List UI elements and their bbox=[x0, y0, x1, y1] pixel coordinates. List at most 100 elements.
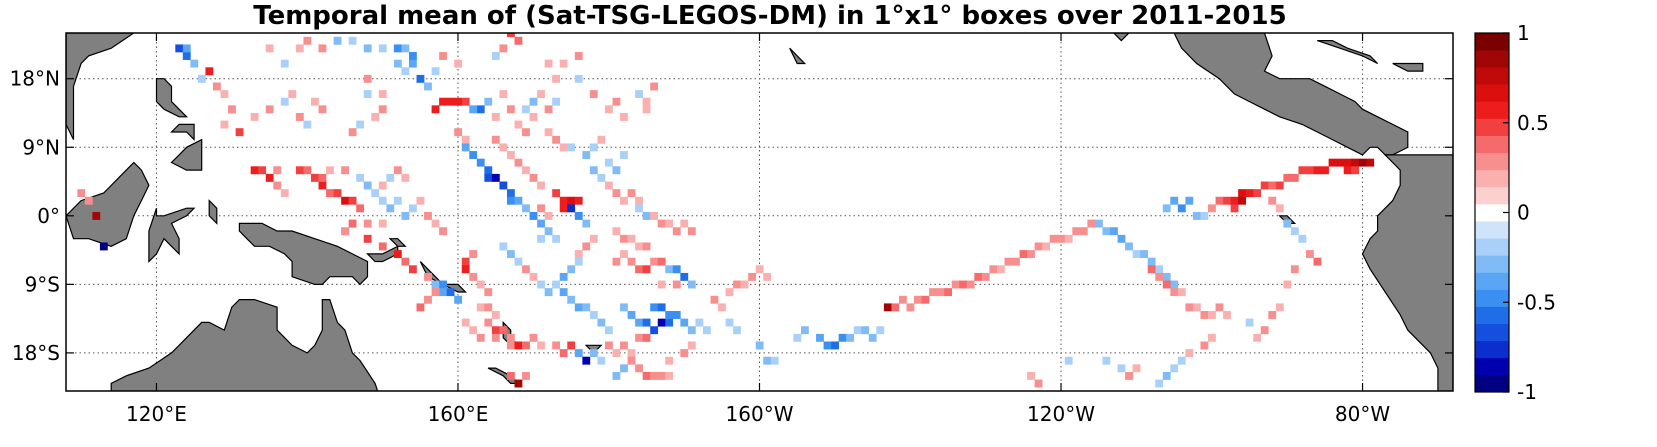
data-box-408 bbox=[499, 44, 508, 53]
data-box-270 bbox=[687, 341, 696, 350]
data-box-108 bbox=[680, 219, 689, 228]
data-box-220 bbox=[491, 333, 500, 342]
data-box-199 bbox=[627, 257, 636, 266]
data-box-178 bbox=[514, 257, 523, 266]
data-box-127 bbox=[356, 173, 365, 182]
data-box-18 bbox=[288, 90, 297, 99]
data-box-427 bbox=[552, 74, 561, 83]
data-box-39 bbox=[363, 74, 372, 83]
data-box-170 bbox=[469, 272, 478, 281]
data-box-231 bbox=[552, 341, 561, 350]
data-box-416 bbox=[552, 135, 561, 144]
data-box-335 bbox=[1170, 280, 1179, 289]
data-box-168 bbox=[461, 257, 470, 266]
colorbar-bin-14 bbox=[1475, 135, 1509, 154]
data-box-215 bbox=[537, 234, 545, 243]
data-box-119 bbox=[318, 173, 327, 182]
data-box-403 bbox=[1102, 356, 1111, 365]
data-box-187 bbox=[574, 250, 583, 259]
data-box-54 bbox=[491, 112, 500, 121]
data-box-129 bbox=[371, 189, 380, 198]
data-box-176 bbox=[499, 242, 508, 251]
data-box-17 bbox=[280, 97, 289, 106]
data-box-8 bbox=[197, 74, 206, 83]
data-box-147 bbox=[431, 219, 440, 228]
data-box-332 bbox=[1147, 257, 1156, 266]
data-box-329 bbox=[1125, 242, 1133, 251]
colorbar-tick-label-0: 1 bbox=[1517, 21, 1530, 45]
data-box-75 bbox=[506, 196, 515, 205]
data-box-26 bbox=[333, 36, 342, 45]
data-box-218 bbox=[484, 318, 493, 327]
data-box-197 bbox=[612, 257, 621, 266]
data-box-360 bbox=[1245, 189, 1254, 198]
data-box-163 bbox=[454, 295, 463, 304]
data-box-405 bbox=[1027, 371, 1035, 380]
y-tick-label-1: 9°N bbox=[22, 135, 60, 159]
data-box-420 bbox=[589, 143, 598, 152]
chart-title: Temporal mean of (Sat-TSG-LEGOS-DM) in 1… bbox=[253, 1, 1287, 31]
data-box-165 bbox=[424, 295, 432, 304]
data-box-203 bbox=[657, 257, 666, 266]
data-box-290 bbox=[846, 333, 855, 342]
data-box-63 bbox=[544, 105, 553, 114]
data-box-344 bbox=[1208, 311, 1216, 319]
data-box-239 bbox=[612, 349, 621, 358]
data-box-251 bbox=[650, 326, 659, 335]
colorbar-bin-12 bbox=[1475, 169, 1509, 188]
data-box-60 bbox=[529, 112, 538, 121]
data-box-19 bbox=[295, 112, 304, 121]
data-box-321 bbox=[1064, 234, 1073, 243]
y-tick-label-4: 18°S bbox=[12, 341, 60, 365]
data-box-433 bbox=[650, 82, 659, 91]
data-box-243 bbox=[642, 333, 651, 342]
colorbar-bin-2 bbox=[1475, 340, 1509, 359]
data-box-414 bbox=[265, 44, 274, 53]
data-box-301 bbox=[914, 295, 922, 304]
data-box-69 bbox=[476, 158, 485, 167]
data-box-389 bbox=[1253, 333, 1262, 342]
data-box-376 bbox=[1366, 158, 1375, 167]
data-box-133 bbox=[401, 173, 410, 182]
data-box-383 bbox=[1298, 234, 1307, 243]
data-box-177 bbox=[506, 250, 515, 259]
data-box-225 bbox=[522, 341, 530, 350]
data-box-311 bbox=[989, 265, 998, 274]
data-box-361 bbox=[1253, 189, 1262, 198]
data-box-65 bbox=[454, 128, 463, 137]
data-box-307 bbox=[959, 280, 968, 289]
data-box-66 bbox=[461, 135, 470, 144]
data-box-303 bbox=[929, 288, 937, 297]
data-box-255 bbox=[680, 318, 689, 327]
data-box-216 bbox=[544, 227, 553, 236]
data-box-421 bbox=[597, 135, 606, 144]
land-halmahera bbox=[208, 199, 218, 225]
data-box-158 bbox=[424, 272, 432, 281]
data-box-25 bbox=[318, 44, 327, 53]
data-box-244 bbox=[514, 379, 523, 388]
data-box-246 bbox=[522, 371, 530, 380]
data-box-363 bbox=[1268, 181, 1277, 190]
data-box-194 bbox=[589, 311, 598, 319]
data-box-382 bbox=[1290, 227, 1299, 236]
data-box-7 bbox=[190, 59, 199, 68]
data-box-296 bbox=[733, 326, 741, 335]
data-box-320 bbox=[1057, 234, 1066, 243]
data-box-3 bbox=[77, 189, 86, 198]
data-box-222 bbox=[506, 333, 515, 342]
data-box-186 bbox=[574, 257, 583, 266]
data-box-300 bbox=[906, 303, 915, 312]
data-box-350 bbox=[1185, 196, 1194, 205]
data-box-327 bbox=[1110, 227, 1118, 236]
data-box-41 bbox=[378, 90, 387, 99]
data-box-44 bbox=[356, 120, 365, 129]
data-box-51 bbox=[439, 97, 447, 106]
data-box-371 bbox=[1328, 158, 1337, 167]
colorbar-bin-3 bbox=[1475, 323, 1509, 342]
data-box-392 bbox=[1275, 303, 1284, 312]
data-box-61 bbox=[529, 97, 538, 106]
data-box-259 bbox=[650, 303, 659, 312]
data-box-98 bbox=[612, 189, 621, 198]
data-box-125 bbox=[341, 166, 349, 175]
